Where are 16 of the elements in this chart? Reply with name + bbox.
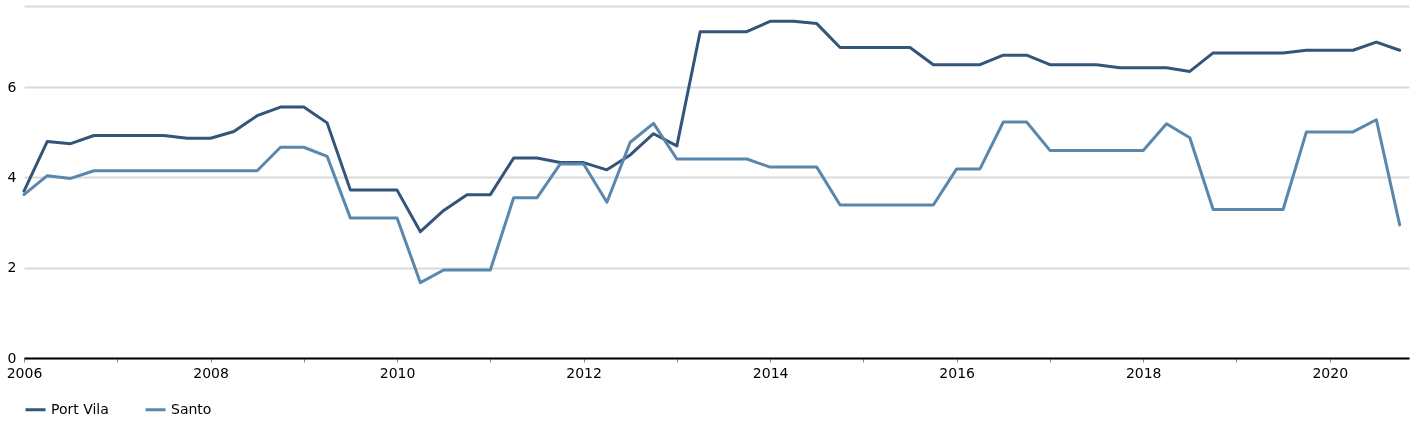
y-tick-label: 4: [7, 168, 17, 185]
y-tick-label: 2: [7, 259, 17, 276]
x-tick-label: 2018: [1125, 364, 1162, 381]
x-tick-label: 2010: [379, 364, 416, 381]
line-series: [22, 118, 1402, 285]
x-tick-label: 2012: [566, 364, 602, 381]
x-tick-label: 2014: [752, 364, 789, 381]
y-tick-label: 0: [7, 349, 17, 366]
legend-label: Santo: [171, 400, 212, 417]
x-tick-label: 2020: [1312, 364, 1349, 381]
y-tick-label: 6: [7, 78, 17, 95]
x-tick-label: 2006: [6, 364, 43, 381]
legend-label: Port Vila: [51, 400, 109, 417]
x-tick-label: 2016: [939, 364, 976, 381]
line-series: [22, 19, 1402, 234]
x-tick-label: 2008: [193, 364, 229, 381]
